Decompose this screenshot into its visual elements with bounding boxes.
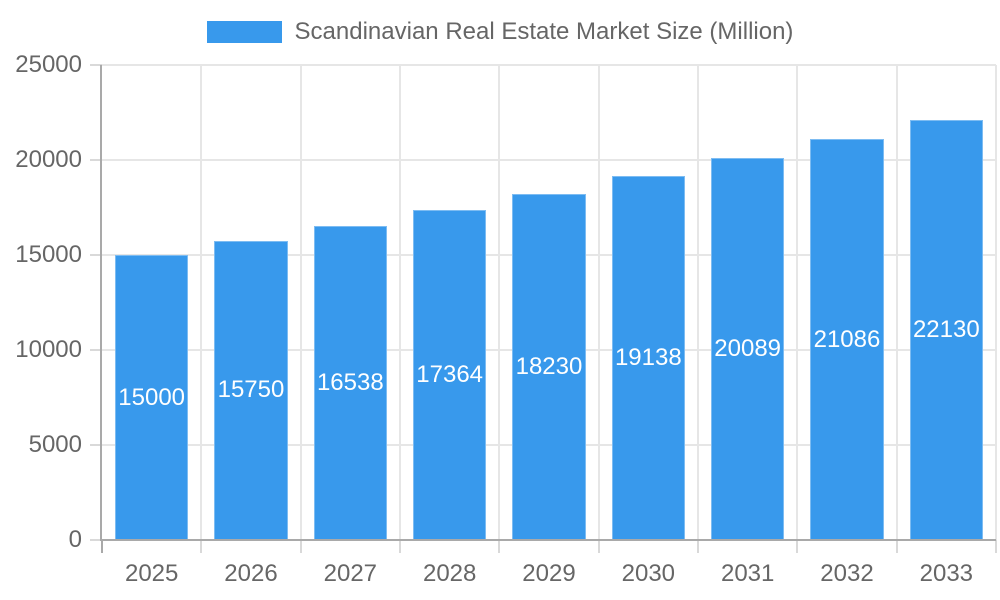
x-tick-label: 2027 bbox=[323, 560, 378, 587]
x-tick bbox=[200, 540, 203, 553]
legend-swatch-icon bbox=[206, 21, 282, 43]
y-tick bbox=[90, 254, 102, 256]
x-tick-label: 2033 bbox=[919, 560, 974, 587]
y-tick-label: 25000 bbox=[15, 51, 82, 78]
legend-item[interactable]: Scandinavian Real Estate Market Size (Mi… bbox=[206, 18, 794, 46]
bar-2026[interactable] bbox=[214, 240, 288, 540]
y-tick-label: 0 bbox=[68, 526, 82, 553]
y-axis-line bbox=[100, 65, 102, 540]
x-tick-label: 2025 bbox=[124, 560, 179, 587]
x-tick bbox=[895, 540, 898, 553]
vertical-gridline bbox=[498, 65, 501, 540]
x-tick bbox=[597, 540, 600, 553]
x-tick bbox=[697, 540, 699, 553]
y-tick-label: 10000 bbox=[15, 336, 82, 363]
bar-2031[interactable] bbox=[710, 158, 785, 540]
bar-2032[interactable] bbox=[810, 139, 884, 540]
x-tick-label: 2031 bbox=[720, 560, 775, 587]
x-tick-label: 2026 bbox=[224, 560, 278, 587]
vertical-gridline bbox=[697, 65, 699, 540]
vertical-gridline bbox=[200, 65, 203, 540]
x-tick bbox=[796, 540, 799, 553]
x-tick bbox=[498, 540, 501, 553]
vertical-gridline bbox=[796, 65, 799, 540]
y-tick-label: 5000 bbox=[28, 431, 82, 458]
x-tick-label: 2028 bbox=[422, 560, 477, 587]
vertical-gridline bbox=[995, 65, 997, 540]
x-tick-label: 2032 bbox=[820, 560, 874, 587]
y-tick bbox=[90, 159, 102, 161]
x-tick bbox=[101, 540, 103, 553]
x-tick-label: 2029 bbox=[522, 560, 576, 587]
y-tick bbox=[90, 64, 102, 66]
x-axis-line bbox=[100, 539, 996, 541]
bar-2028[interactable] bbox=[412, 210, 487, 540]
horizontal-gridline bbox=[102, 159, 996, 161]
vertical-gridline bbox=[597, 65, 600, 540]
vertical-gridline bbox=[399, 65, 401, 540]
vertical-gridline bbox=[895, 65, 898, 540]
y-tick-label: 15000 bbox=[15, 241, 82, 268]
y-tick bbox=[90, 539, 102, 541]
x-tick bbox=[299, 540, 302, 553]
x-tick-label: 2030 bbox=[621, 560, 676, 587]
bar-2029[interactable] bbox=[512, 193, 586, 540]
legend: Scandinavian Real Estate Market Size (Mi… bbox=[0, 18, 1000, 46]
y-tick-label: 20000 bbox=[15, 146, 82, 173]
bar-2027[interactable] bbox=[313, 225, 388, 540]
x-tick bbox=[995, 540, 997, 553]
bar-2025[interactable] bbox=[114, 255, 189, 540]
bar-2033[interactable] bbox=[909, 119, 984, 540]
legend-label: Scandinavian Real Estate Market Size (Mi… bbox=[294, 18, 794, 45]
horizontal-gridline bbox=[102, 64, 996, 66]
y-tick bbox=[90, 444, 102, 446]
bar-2030[interactable] bbox=[611, 176, 686, 540]
y-tick bbox=[90, 349, 102, 351]
vertical-gridline bbox=[299, 65, 302, 540]
x-tick bbox=[399, 540, 401, 553]
